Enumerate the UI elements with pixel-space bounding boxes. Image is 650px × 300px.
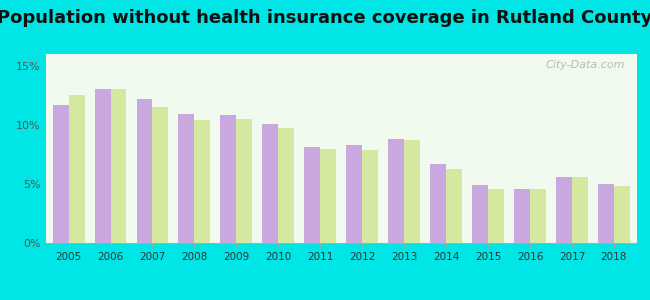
Bar xyxy=(598,184,614,243)
Bar xyxy=(430,164,446,243)
Bar xyxy=(153,107,168,243)
Bar xyxy=(320,148,336,243)
Bar xyxy=(556,177,572,243)
Bar xyxy=(111,89,127,243)
Bar xyxy=(179,114,194,243)
Bar xyxy=(278,128,294,243)
Bar xyxy=(388,139,404,243)
Bar xyxy=(346,145,362,243)
Bar xyxy=(530,189,546,243)
Bar xyxy=(514,189,530,243)
Bar xyxy=(263,124,278,243)
Bar xyxy=(194,120,211,243)
Text: City-Data.com: City-Data.com xyxy=(545,60,625,70)
Text: Population without health insurance coverage in Rutland County: Population without health insurance cove… xyxy=(0,9,650,27)
Bar xyxy=(404,140,420,243)
Bar xyxy=(304,147,320,243)
Bar xyxy=(572,177,588,243)
Bar xyxy=(95,89,110,243)
Bar xyxy=(53,105,68,243)
Bar xyxy=(488,189,504,243)
Bar xyxy=(446,169,462,243)
Bar xyxy=(136,99,153,243)
Bar xyxy=(68,95,84,243)
Bar xyxy=(614,186,630,243)
Bar xyxy=(220,116,237,243)
Bar xyxy=(362,150,378,243)
Bar xyxy=(237,119,252,243)
Bar xyxy=(472,185,488,243)
